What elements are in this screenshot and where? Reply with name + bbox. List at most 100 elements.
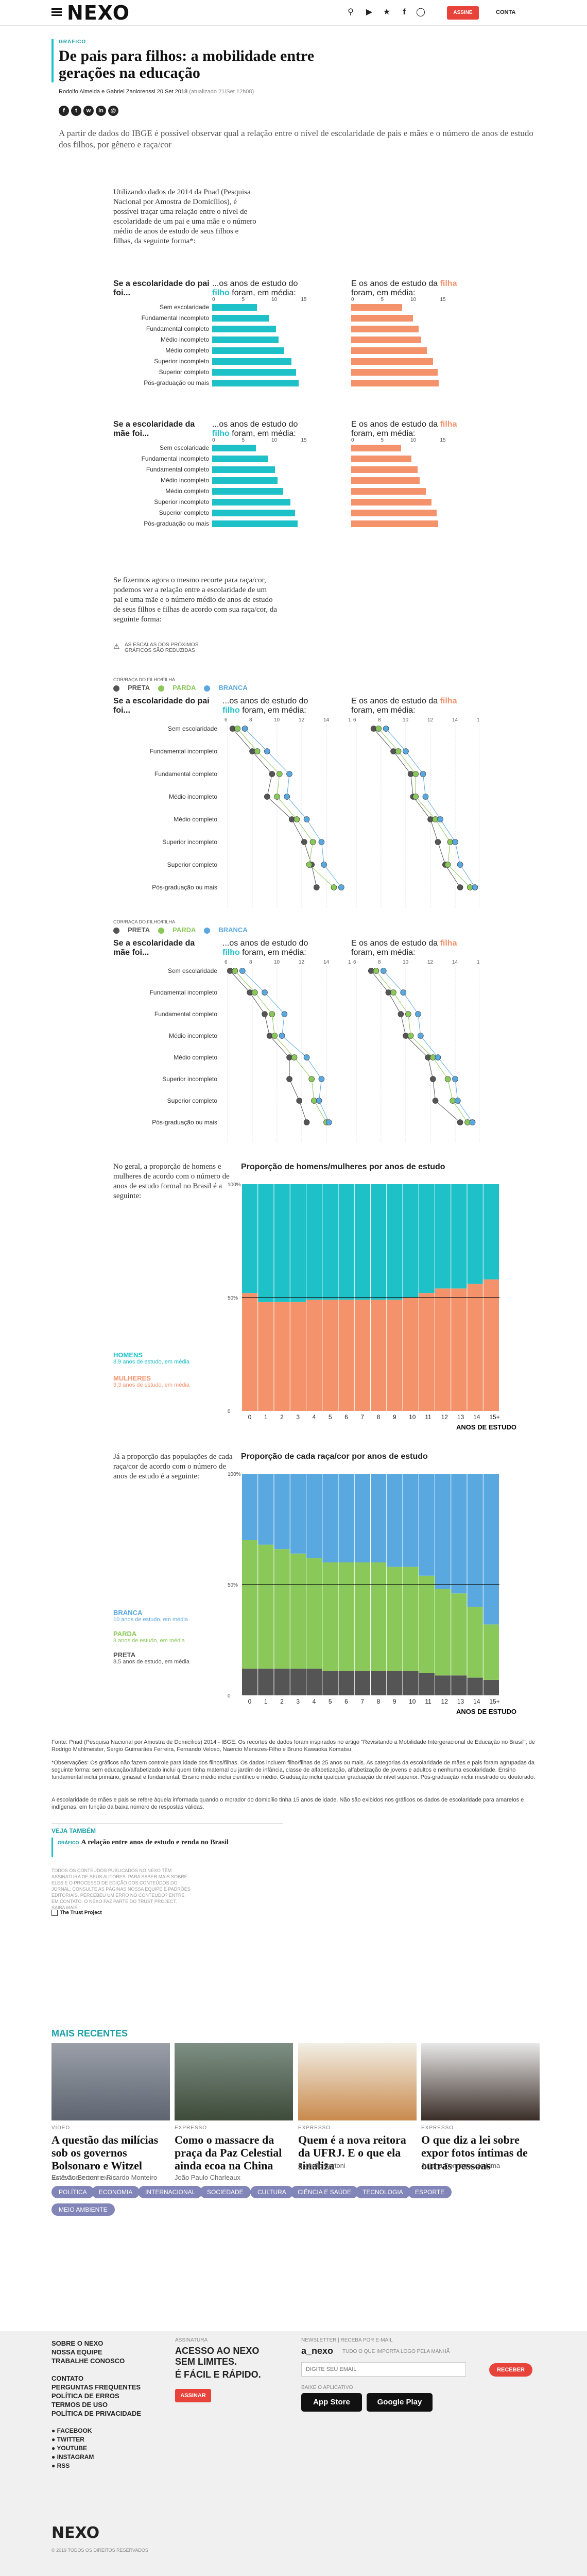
account-link[interactable]: CONTA: [496, 9, 516, 15]
topic-tag-sociedade[interactable]: SOCIEDADE: [200, 2186, 251, 2198]
topic-tag-tecnologia[interactable]: TECNOLOGIA: [355, 2186, 410, 2198]
topic-tag-ciência e saúde[interactable]: CIÊNCIA E SAÚDE: [290, 2186, 359, 2198]
twitter-icon[interactable]: ★: [383, 8, 391, 16]
x-tick-label: 13: [457, 1698, 464, 1705]
title-accent-bar: [51, 39, 54, 82]
share-whatsapp-icon[interactable]: w: [83, 106, 94, 116]
see-also-title: VEJA TAMBÉM: [51, 1827, 96, 1834]
recent-card-4-image[interactable]: [421, 2043, 540, 2120]
recent-card-title[interactable]: A questão das milícias sob os governos B…: [51, 2133, 159, 2172]
dot-branca: [318, 839, 325, 845]
see-also-link[interactable]: GRÁFICO A relação entre anos de estudo e…: [58, 1839, 229, 1846]
dot-branca: [435, 1054, 441, 1060]
axis-tick: 10: [274, 717, 280, 723]
dot-branca: [472, 884, 478, 890]
search-icon[interactable]: ⚲: [348, 8, 354, 16]
facebook-icon[interactable]: f: [403, 8, 406, 16]
axis-tick: 5: [241, 437, 245, 443]
recent-card-3-image[interactable]: [298, 2043, 417, 2120]
recent-card-2-image[interactable]: [175, 2043, 293, 2120]
category-label: Superior completo: [159, 509, 209, 516]
dot-branca: [415, 1011, 421, 1017]
daughter-bar: [351, 466, 418, 473]
share-facebook-icon[interactable]: f: [59, 106, 69, 116]
recent-card-title[interactable]: O que diz a lei sobre expor fotos íntima…: [421, 2133, 528, 2172]
dot-preta: [435, 839, 441, 845]
footer-link[interactable]: CONTATO: [51, 2375, 84, 2382]
recent-card-category: VÍDEO: [51, 2125, 71, 2131]
son-bar: [212, 380, 299, 386]
recent-card-title[interactable]: Quem é a nova reitora da UFRJ. E o que e…: [298, 2133, 406, 2172]
bar-mulheres: [371, 1300, 387, 1411]
bar-mulheres: [403, 1298, 419, 1411]
recent-card-category: EXPRESSO: [421, 2125, 454, 2131]
instagram-icon[interactable]: ◯: [416, 8, 425, 16]
bar-homens: [387, 1184, 403, 1300]
bar-parda: [274, 1549, 290, 1669]
newsletter-email-input[interactable]: [301, 2362, 466, 2377]
dot-branca: [418, 1033, 424, 1039]
footer-social-rss[interactable]: ● RSS: [51, 2462, 70, 2469]
footer-social-twitter[interactable]: ● TWITTER: [51, 2436, 84, 2443]
topic-tag-política[interactable]: POLÍTICA: [51, 2186, 94, 2198]
bar-homens: [354, 1184, 370, 1300]
trust-project-logo[interactable]: The Trust Project: [51, 1910, 102, 1916]
scale-note: ⚠ AS ESCALAS DOS PRÓXIMOS GRÁFICOS SÃO RE…: [113, 642, 199, 653]
article-kicker: GRÁFICO: [59, 39, 87, 45]
topic-tag-cultura[interactable]: CULTURA: [250, 2186, 294, 2198]
youtube-icon[interactable]: ▶: [366, 8, 373, 16]
topic-tag-esporte[interactable]: ESPORTE: [408, 2186, 452, 2198]
topic-tag-meio ambiente[interactable]: MEIO AMBIENTE: [51, 2203, 115, 2216]
footer-social-youtube[interactable]: ● YOUTUBE: [51, 2445, 88, 2452]
category-label: Médio completo: [165, 487, 209, 495]
recent-card-title[interactable]: Como o massacre da praça da Paz Celestia…: [175, 2133, 282, 2172]
share-linkedin-icon[interactable]: in: [96, 106, 106, 116]
footer-link[interactable]: POLÍTICA DE PRIVACIDADE: [51, 2410, 142, 2417]
x-tick-label: 15+: [489, 1698, 499, 1705]
dot-branca: [437, 816, 443, 822]
topic-tag-economia[interactable]: ECONOMIA: [92, 2186, 140, 2198]
share-email-icon[interactable]: @: [108, 106, 118, 116]
footer-link[interactable]: SOBRE O NEXO: [51, 2339, 103, 2347]
son-bar: [212, 315, 269, 322]
x-tick-label: 2: [280, 1698, 284, 1705]
footer-link[interactable]: TERMOS DE USO: [51, 2401, 108, 2409]
footer-link[interactable]: PERGUNTAS FREQUENTES: [51, 2383, 141, 2391]
menu-icon[interactable]: [51, 8, 62, 16]
google-play-badge[interactable]: Google Play: [367, 2393, 433, 2412]
footer-subscribe-button[interactable]: ASSINAR: [175, 2389, 211, 2402]
bar-branca: [387, 1474, 403, 1567]
category-label: Fundamental completo: [146, 466, 209, 473]
newsletter-submit-button[interactable]: RECEBER: [489, 2363, 532, 2377]
series-line-parda: [378, 728, 471, 888]
recent-card-1-image[interactable]: [51, 2043, 170, 2120]
axis-tick: 8: [378, 717, 381, 723]
footer-link[interactable]: NOSSA EQUIPE: [51, 2348, 102, 2356]
footer-link[interactable]: TRABALHE CONOSCO: [51, 2357, 125, 2365]
daughter-bar: [351, 520, 439, 527]
race-dot-plot: 6 8 10 12 14 16: [225, 959, 351, 1142]
dot-parda: [309, 839, 316, 845]
subscribe-button[interactable]: ASSINE: [447, 6, 479, 20]
bar-branca: [451, 1474, 467, 1594]
bar-branca: [306, 1474, 322, 1558]
footer-social-instagram[interactable]: ● INSTAGRAM: [51, 2453, 94, 2461]
bar-mulheres: [290, 1302, 306, 1411]
topic-tag-internacional[interactable]: INTERNACIONAL: [138, 2186, 203, 2198]
bar-parda: [322, 1562, 338, 1671]
share-twitter-icon[interactable]: t: [71, 106, 81, 116]
dot-preta: [314, 884, 320, 890]
bar-homens: [258, 1184, 274, 1302]
rights-note: TODOS OS CONTEÚDOS PUBLICADOS NO NEXO TÊ…: [51, 1868, 191, 1910]
x-axis-label: ANOS DE ESTUDO: [456, 1423, 516, 1431]
y-tick-label: 50%: [228, 1295, 238, 1301]
app-store-badge[interactable]: App Store: [301, 2393, 362, 2412]
daughter-bar: [351, 477, 420, 484]
category-label: Médio incompleto: [168, 793, 217, 800]
bar-branca: [274, 1474, 290, 1550]
authors[interactable]: Rodolfo Almeida e Gabriel Zanlorenssi: [59, 89, 156, 95]
nexo-logo[interactable]: NEXO: [67, 2, 130, 24]
footer-social-facebook[interactable]: ● FACEBOOK: [51, 2427, 92, 2434]
footer-link[interactable]: POLÍTICA DE ERROS: [51, 2392, 119, 2400]
footer-logo[interactable]: NEXO: [51, 2524, 100, 2542]
